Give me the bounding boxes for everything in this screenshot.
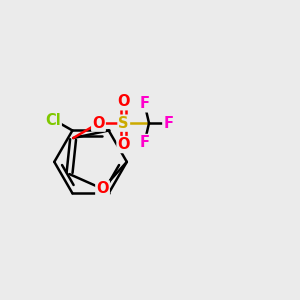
Text: O: O bbox=[118, 94, 130, 109]
Text: O: O bbox=[96, 181, 109, 196]
Text: F: F bbox=[163, 116, 173, 131]
Text: F: F bbox=[140, 135, 150, 150]
Text: S: S bbox=[118, 116, 129, 131]
Text: Cl: Cl bbox=[45, 113, 61, 128]
Text: O: O bbox=[118, 137, 130, 152]
Text: O: O bbox=[92, 116, 105, 131]
Text: F: F bbox=[140, 96, 150, 111]
